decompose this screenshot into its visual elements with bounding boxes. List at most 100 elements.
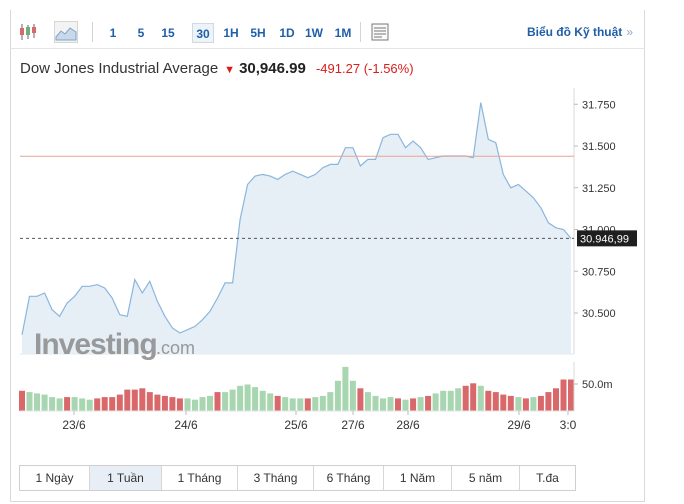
candlestick-icon[interactable]	[16, 21, 40, 43]
y-tick-label: 30.750	[582, 266, 616, 278]
range-button[interactable]: 1 Tháng	[162, 466, 238, 490]
x-tick-label: 3:0	[560, 418, 577, 432]
volume-bar	[124, 389, 131, 411]
volume-bar	[380, 398, 386, 411]
volume-bar	[229, 389, 236, 411]
volume-bar	[530, 397, 537, 411]
x-tick-label: 23/6	[62, 418, 86, 432]
volume-bar	[146, 392, 153, 411]
range-button[interactable]: 1 Năm	[384, 466, 452, 490]
volume-bar	[432, 393, 439, 411]
chart-toolbar: 1 5 15 30 1H 5H 1D 1W 1M Biểu đồ Kỹ thuật»	[10, 14, 645, 50]
volume-bar	[477, 385, 484, 411]
volume-bar	[410, 398, 417, 411]
volume-bar	[131, 389, 138, 411]
arrow-down-icon: ▼	[224, 64, 236, 76]
instrument-header: Dow Jones Industrial Average ▼ 30,946.99 -…	[20, 60, 414, 77]
volume-bar	[109, 397, 116, 411]
investing-watermark: Investing	[34, 328, 157, 361]
interval-30[interactable]: 30	[192, 23, 214, 43]
volume-bar	[342, 366, 349, 411]
volume-bar	[485, 390, 492, 411]
volume-bar	[289, 398, 296, 411]
volume-bar	[199, 397, 206, 411]
volume-bar	[297, 398, 304, 411]
range-button[interactable]: 5 năm	[452, 466, 520, 490]
interval-1h[interactable]: 1H	[223, 26, 239, 40]
volume-bar	[455, 388, 462, 411]
last-price-label-bg	[577, 230, 637, 247]
volume-bar	[319, 395, 326, 411]
volume-bar	[71, 397, 78, 411]
volume-bar	[184, 398, 191, 411]
y-tick-label: 31.750	[582, 99, 616, 111]
range-button[interactable]: 1 Tuần	[90, 466, 162, 490]
time-range-selector: 1 Ngày 1 Tuần 1 Tháng 3 Tháng 6 Tháng 1 Năm 5 …	[19, 465, 576, 491]
volume-bar	[64, 397, 71, 411]
instrument-name: Dow Jones Industrial Average	[20, 60, 219, 77]
volume-bar	[139, 388, 146, 411]
interval-5h[interactable]: 5H	[250, 26, 266, 40]
price-line	[21, 102, 572, 335]
volume-bar	[267, 393, 274, 411]
volume-bar	[154, 394, 161, 411]
volume-bar	[282, 397, 289, 411]
toolbar-divider-line	[10, 48, 645, 49]
volume-bar	[515, 397, 522, 411]
instrument-price: 30,946.99	[239, 60, 306, 77]
volume-bar	[545, 392, 552, 411]
volume-bar	[34, 393, 40, 411]
chart-settings-icon[interactable]	[370, 22, 390, 42]
interval-15[interactable]: 15	[161, 26, 175, 40]
range-button[interactable]: 6 Tháng	[314, 466, 384, 490]
double-chevron-right-icon: »	[626, 25, 633, 39]
technical-chart-link[interactable]: Biểu đồ Kỹ thuật»	[527, 25, 633, 39]
price-change-value: -491.27	[315, 61, 361, 76]
interval-1d[interactable]: 1D	[279, 26, 295, 40]
volume-bar	[500, 394, 507, 411]
volume-bar	[207, 395, 213, 411]
volume-bar	[334, 380, 341, 411]
x-tick-label: 28/6	[396, 418, 420, 432]
volume-bar	[116, 394, 123, 411]
investing-watermark-suffix: .com	[156, 338, 195, 358]
area-chart-icon[interactable]	[54, 21, 78, 43]
toolbar-divider	[360, 22, 361, 42]
volume-bar	[462, 385, 469, 411]
volume-bar	[274, 395, 281, 411]
interval-1m[interactable]: 1M	[334, 26, 352, 40]
volume-bar	[327, 392, 334, 411]
volume-bar	[387, 397, 394, 411]
x-tick-label: 25/6	[284, 418, 308, 432]
volume-tick-label: 50.0m	[582, 379, 613, 391]
volume-bar	[507, 395, 514, 411]
volume-bar	[161, 395, 168, 411]
volume-bar	[169, 397, 176, 411]
y-tick-label: 31.500	[582, 141, 616, 153]
volume-bar	[86, 399, 93, 411]
interval-1[interactable]: 1	[109, 26, 117, 40]
interval-1w[interactable]: 1W	[305, 26, 323, 40]
toolbar-divider	[92, 22, 93, 42]
volume-bar	[425, 395, 432, 411]
volume-bar	[214, 392, 221, 411]
volume-bar	[395, 398, 401, 411]
range-button[interactable]: T.đa	[536, 471, 559, 485]
volume-bar	[101, 397, 108, 411]
volume-bar	[237, 385, 244, 411]
range-button[interactable]: 1 Ngày	[20, 466, 90, 490]
interval-5[interactable]: 5	[137, 26, 145, 40]
volume-bar	[440, 390, 447, 411]
volume-bar	[312, 397, 319, 411]
volume-bar	[304, 398, 311, 411]
volume-bar	[560, 379, 567, 411]
volume-bar	[357, 388, 364, 411]
chart-widget-frame	[10, 10, 645, 502]
y-tick-label: 30.500	[582, 308, 616, 320]
volume-bar	[19, 390, 25, 411]
volume-bar	[176, 398, 183, 411]
range-button[interactable]: 3 Tháng	[238, 466, 314, 490]
volume-bar	[568, 379, 574, 411]
technical-chart-label: Biểu đồ Kỹ thuật	[526, 25, 623, 39]
